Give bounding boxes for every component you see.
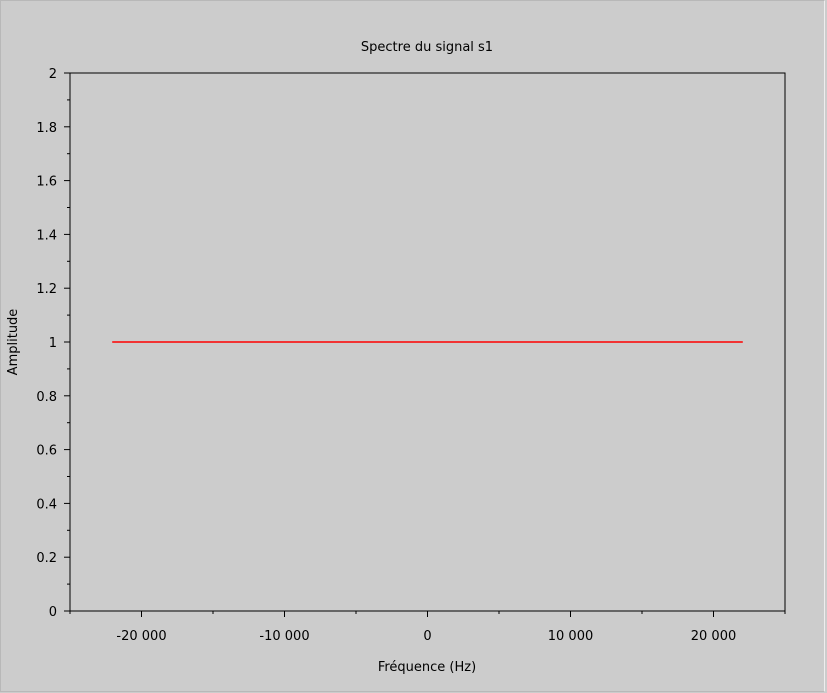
x-tick-label: 10 000 xyxy=(548,629,594,644)
x-tick-label: 0 xyxy=(423,629,431,644)
x-tick-label: -20 000 xyxy=(116,629,166,644)
y-tick-label: 0.2 xyxy=(36,551,57,566)
x-axis-title: Fréquence (Hz) xyxy=(378,660,476,675)
y-tick-label: 1.6 xyxy=(36,175,57,190)
y-tick-label: 0 xyxy=(49,605,57,620)
y-tick-label: 2 xyxy=(49,67,57,82)
y-tick-label: 1.2 xyxy=(36,282,57,297)
y-axis: 0 0.2 0.4 0.6 0.8 1 1.2 1.4 1.6 1.8 2 xyxy=(36,67,70,620)
y-tick-label: 0.6 xyxy=(36,444,57,459)
y-tick-label: 0.8 xyxy=(36,390,57,405)
y-axis-title: Amplitude xyxy=(6,309,21,376)
y-tick-label: 1.8 xyxy=(36,121,57,136)
y-tick-label: 1 xyxy=(49,336,57,351)
chart-title: Spectre du signal s1 xyxy=(361,40,493,55)
x-tick-label: 20 000 xyxy=(691,629,737,644)
y-tick-label: 0.4 xyxy=(36,497,57,512)
x-axis: -20 000 -10 000 0 10 000 20 000 xyxy=(69,611,786,644)
y-tick-label: 1.4 xyxy=(36,228,57,243)
x-tick-label: -10 000 xyxy=(259,629,309,644)
